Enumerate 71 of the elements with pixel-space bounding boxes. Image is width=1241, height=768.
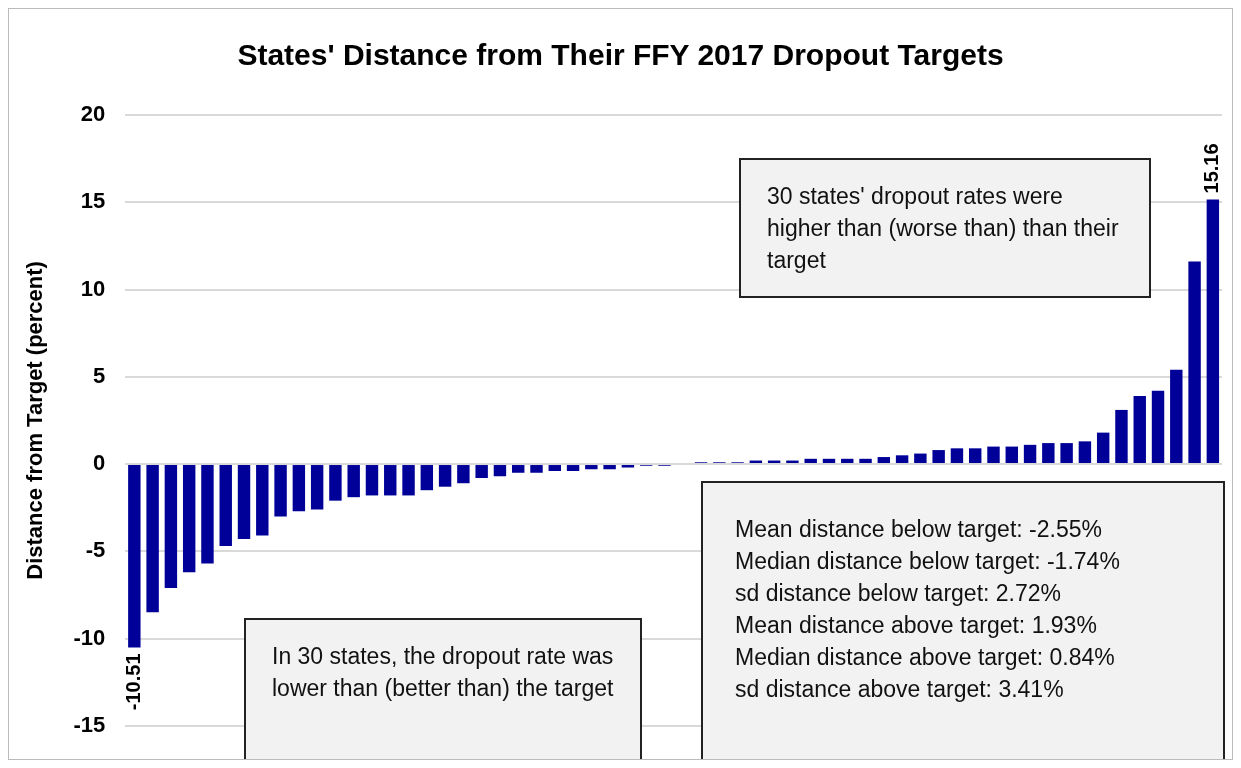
- bar: [1151, 390, 1165, 464]
- bar: [566, 465, 580, 472]
- bar: [1042, 443, 1055, 464]
- bar: [548, 465, 561, 472]
- y-tick-label: 10: [80, 275, 106, 301]
- y-axis-title: Distance from Target (percent): [22, 261, 48, 580]
- bar: [402, 465, 415, 496]
- bar: [128, 465, 141, 648]
- bar: [1005, 446, 1018, 464]
- bar: [530, 465, 543, 473]
- annotation: Median distance above target: 0.84%: [735, 643, 1116, 672]
- bar: [274, 465, 287, 517]
- y-tick-label: 20: [80, 101, 106, 127]
- annotation: sd distance above target: 3.41%: [735, 675, 1065, 704]
- annotation: Mean distance below target: -2.55%: [735, 515, 1103, 544]
- bar: [859, 458, 872, 464]
- bar: [512, 465, 525, 473]
- bar: [1133, 395, 1146, 464]
- bar: [1206, 199, 1220, 464]
- y-tick-label: -10: [73, 624, 106, 650]
- bar: [438, 465, 452, 487]
- bar: [256, 465, 269, 536]
- bar: [493, 465, 507, 477]
- annotation: Median distance below target: -1.74%: [735, 547, 1121, 576]
- bar: [877, 457, 891, 464]
- annotation: sd distance below target: 2.72%: [735, 579, 1063, 608]
- bar: [932, 450, 945, 464]
- y-tick-label: -5: [85, 537, 106, 563]
- text-box: In 30 states, the dropout rate was lower than (better than) the target: [244, 618, 642, 759]
- y-tick-label: 15: [80, 188, 106, 214]
- bar: [384, 465, 397, 496]
- bar: [914, 453, 927, 464]
- text-box: 30 states' dropout rates were higher than (worse than) than their target: [739, 158, 1151, 298]
- bar: [146, 465, 159, 613]
- chart-title: States' Distance from Their FFY 2017 Dropout Targets: [237, 38, 1004, 72]
- bar: [201, 465, 214, 564]
- bar: [237, 465, 251, 540]
- bar: [950, 448, 964, 464]
- annotation: Mean distance above target: 1.93%: [735, 611, 1098, 640]
- bar: [1170, 369, 1183, 464]
- bar: [365, 465, 379, 496]
- bar: [1188, 261, 1201, 464]
- bar: [182, 465, 196, 573]
- data-label: 15.16: [1200, 143, 1223, 194]
- y-tick-label: 5: [92, 362, 106, 388]
- bar: [969, 448, 982, 464]
- bar: [895, 455, 909, 464]
- bar: [804, 458, 817, 464]
- bar: [219, 465, 232, 547]
- data-label: -10.51: [121, 653, 144, 711]
- bar: [621, 465, 635, 468]
- bar: [1023, 444, 1037, 464]
- y-tick-label: -15: [73, 711, 106, 737]
- bar: [329, 465, 342, 501]
- bar: [603, 465, 616, 470]
- bar: [292, 465, 306, 512]
- bar: [822, 458, 836, 464]
- bar: [1060, 443, 1073, 464]
- y-tick-label: 0: [92, 450, 106, 476]
- bar: [1078, 441, 1092, 464]
- bar: [457, 465, 470, 484]
- bar: [310, 465, 324, 510]
- bar: [347, 465, 360, 498]
- bar: [475, 465, 488, 478]
- bar: [164, 465, 178, 588]
- bar: [987, 446, 1000, 464]
- bar: [1115, 409, 1128, 464]
- bar: [420, 465, 434, 491]
- bar: [1096, 432, 1110, 464]
- bar: [585, 465, 598, 470]
- bar: [841, 458, 854, 464]
